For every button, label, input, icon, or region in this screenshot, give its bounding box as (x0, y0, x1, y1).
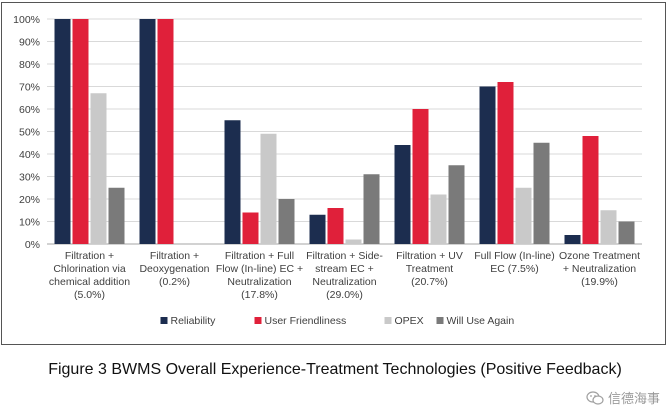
bar (260, 133, 277, 244)
legend-swatch (160, 317, 168, 324)
x-tick-label: Filtration + Chlorination via chemical add… (49, 250, 130, 301)
bar (363, 174, 380, 244)
legend-swatch (436, 317, 444, 324)
y-tick-label: 30% (19, 172, 40, 184)
bar (564, 235, 581, 244)
y-tick-label: 40% (19, 149, 40, 161)
y-tick-label: 100% (13, 14, 40, 26)
x-tick-label: Filtration + Deoxygenation (0.2%) (139, 250, 209, 288)
bar (327, 208, 344, 244)
bar (448, 165, 465, 244)
bar (242, 212, 259, 244)
bar (430, 194, 447, 244)
legend-label: OPEX (395, 315, 424, 327)
bar (412, 109, 429, 244)
figure-caption: Figure 3 BWMS Overall Experience-Treatme… (48, 361, 622, 378)
legend-label: Will Use Again (447, 315, 515, 327)
y-tick-label: 90% (19, 37, 40, 49)
y-tick-label: 80% (19, 59, 40, 71)
legend-label: Reliability (171, 315, 217, 327)
bar (479, 86, 496, 244)
bar (515, 187, 532, 244)
bar (497, 82, 514, 244)
bar (157, 19, 174, 244)
bar (533, 142, 550, 244)
y-tick-label: 20% (19, 194, 40, 206)
chart-frame: 0% 10% 20% 30% 40% 50% 60% 70% 80% 90% 100% Filtrat… (1, 2, 666, 345)
bar (224, 120, 241, 244)
bar (394, 145, 411, 244)
y-tick-label: 10% (19, 217, 40, 229)
y-tick-label: 50% (19, 127, 40, 139)
bar (309, 214, 326, 244)
bar (54, 19, 71, 244)
watermark: 信德海事 (586, 388, 660, 407)
bar (72, 19, 89, 244)
bar (90, 93, 107, 244)
bar (582, 136, 599, 244)
y-tick-label: 0% (25, 239, 40, 251)
legend-swatch (384, 317, 392, 324)
x-tick-label: Filtration + Side-stream EC + Neutralizat… (306, 250, 383, 301)
bar (278, 199, 295, 244)
legend-label: User Friendliness (265, 315, 347, 327)
bar (600, 210, 617, 244)
x-tick-label: Full Flow (In-line) EC (7.5%) (474, 250, 555, 275)
x-tick-label: Filtration + UV Treatment (20.7%) (396, 250, 463, 288)
bar (345, 239, 362, 244)
bar (618, 221, 635, 244)
wechat-icon (586, 390, 604, 405)
bar-chart: 0% 10% 20% 30% 40% 50% 60% 70% 80% 90% 100% Filtrat… (13, 14, 642, 327)
bar (108, 187, 125, 244)
x-tick-label: Filtration + Full Flow (In-line) EC + Neut… (216, 250, 303, 301)
legend-swatch (254, 317, 262, 324)
y-tick-label: 60% (19, 104, 40, 116)
bar (139, 19, 156, 244)
y-tick-label: 70% (19, 82, 40, 94)
watermark-text: 信德海事 (607, 391, 660, 406)
x-tick-label: Ozone Treatment + Neutralization (19.9%) (559, 250, 640, 288)
